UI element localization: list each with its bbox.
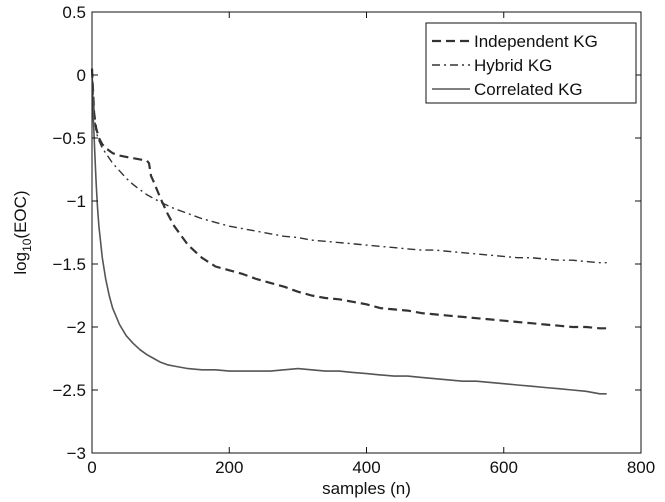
x-tick-label: 600 (490, 458, 518, 477)
y-tick-label: −2.5 (52, 381, 86, 400)
legend-label-correlated-kg: Correlated KG (474, 80, 583, 99)
y-tick-label: 0 (77, 66, 86, 85)
y-axis-label-base: log (11, 252, 30, 275)
x-tick-label: 0 (87, 458, 96, 477)
legend-label-hybrid-kg: Hybrid KG (474, 56, 552, 75)
series-line-independent-kg (90, 68, 607, 330)
x-tick-label: 200 (215, 458, 243, 477)
y-tick-label: −0.5 (52, 129, 86, 148)
y-axis-label-subscript: 10 (20, 238, 34, 252)
y-tick-label: −1 (67, 192, 86, 211)
x-axis-label: samples (n) (322, 479, 411, 498)
x-tick-label: 400 (352, 458, 380, 477)
x-tick-label: 800 (627, 458, 655, 477)
legend-label-independent-kg: Independent KG (474, 32, 598, 51)
y-tick-label: −2 (67, 318, 86, 337)
legend: Independent KG Hybrid KG Correlated KG (425, 22, 637, 104)
y-tick-label: −3 (67, 444, 86, 463)
y-axis-label-rest: (EOC) (11, 190, 30, 238)
series-layer (90, 68, 607, 395)
y-axis-label: log10(EOC) (11, 190, 34, 274)
tick-layer: 0 200 400 600 800 0.5 0 −0.5 −1 −1.5 −2 −2.5 −3 (52, 3, 655, 477)
y-tick-label: 0.5 (62, 3, 86, 22)
series-line-correlated-kg (91, 68, 607, 395)
y-tick-label: −1.5 (52, 255, 86, 274)
